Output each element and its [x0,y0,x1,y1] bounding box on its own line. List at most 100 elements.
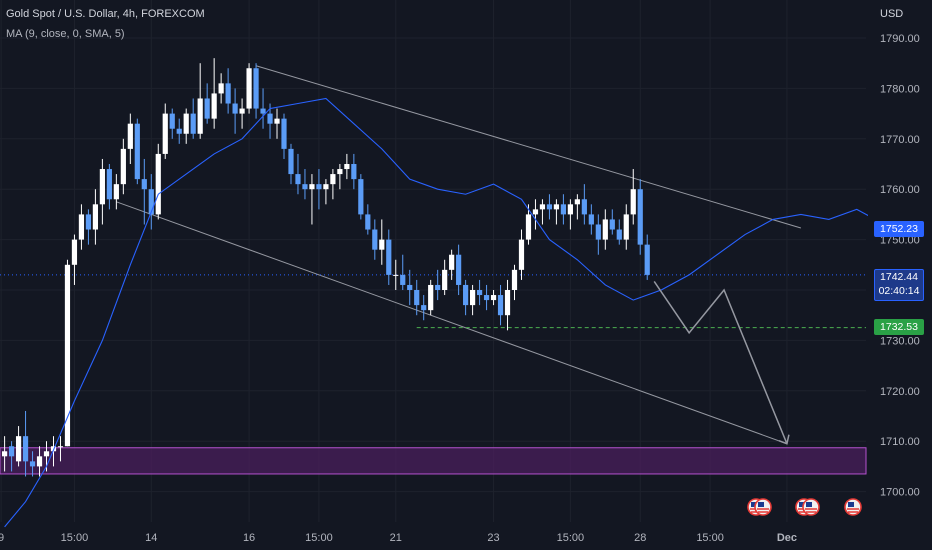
candle-body [288,148,294,175]
candle-body [169,113,175,129]
candle-body [539,204,546,210]
currency-label: USD [880,8,904,20]
candle-body [595,224,601,240]
candle-body [386,239,392,275]
candle-body [106,169,112,200]
time-tick-label: 21 [390,532,402,544]
candle-body [560,204,566,215]
candle-body [414,290,420,306]
price-tick-label: 1720.00 [880,386,920,398]
projection-path[interactable] [653,281,790,445]
event-icons[interactable] [747,498,862,516]
candle-body [204,98,210,119]
candle-body [78,214,85,240]
time-tick-label: 15:00 [557,532,585,544]
candle-body [365,214,371,230]
price-tick-label: 1710.00 [880,436,920,448]
candle-body [400,274,406,285]
price-tick-label: 1760.00 [880,184,920,196]
candle-body [309,184,315,190]
time-tick-label: 15:00 [696,532,724,544]
price-tick-label: 1770.00 [880,134,920,146]
candle-body [134,123,140,180]
candle-body [43,451,50,457]
symbol-title[interactable]: Gold Spot / U.S. Dollar, 4h, FOREXCOM [6,8,205,20]
projection-arrowhead [778,434,790,445]
candle-body [421,305,427,311]
candle-body [267,113,273,124]
channel-lower-line [116,201,788,445]
price-tick-label: 1780.00 [880,83,920,95]
candle-body [574,199,580,205]
candle-body [22,436,29,462]
candle-body [323,184,329,190]
bar-countdown: 02:40:14 [878,285,920,297]
candlestick-series [1,58,650,477]
candle-body [274,118,280,124]
candle-body [567,204,573,215]
candle-body [218,83,224,94]
price-tick-label: 1700.00 [880,487,920,499]
us-flag-icon[interactable] [844,498,862,516]
candle-body [281,118,287,149]
time-tick-label: 28 [634,532,646,544]
candle-body [637,189,643,245]
last-price-value: 1742.44 [880,271,918,283]
candle-body [483,295,490,301]
candle-body [197,98,203,134]
candle-body [92,204,99,230]
candle-body [148,189,154,215]
candle-body [602,219,608,240]
time-tick-label: 16 [243,532,255,544]
candle-body [428,284,434,311]
candle-body [141,179,147,190]
candle-body [393,274,399,276]
time-tick-label: 23 [487,532,499,544]
time-axis[interactable]: 9 15:00 14 16 15:00 21 23 15:00 28 15:00 Dec [0,532,797,544]
candle-body [546,204,553,210]
candle-body [344,164,350,170]
candle-body [553,204,560,210]
projection-line [653,281,788,445]
candle-body [36,456,43,467]
us-flag-icon[interactable] [754,498,772,516]
candle-body [456,254,462,285]
candle-body [511,269,518,290]
us-flag-icon[interactable] [802,498,820,516]
time-tick-label: 9 [0,532,4,544]
support-price-tag: 1732.53 [874,319,924,335]
moving-average-line [4,97,913,528]
candle-body [588,214,594,225]
candle-body [71,239,78,265]
candle-body [623,214,629,240]
candle-body [260,108,266,114]
candle-body [120,148,126,185]
price-tick-label: 1790.00 [880,33,920,45]
time-tick-label: 15:00 [305,532,333,544]
candle-body [351,164,357,180]
price-tick-label: 1750.00 [880,235,920,247]
candle-body [176,128,182,134]
candle-body [1,451,8,457]
candle-body [29,461,36,467]
candle-body [113,184,119,200]
candle-body [616,229,622,240]
flag-canton [758,502,764,507]
grid-lines [0,0,866,522]
candle-body [15,436,22,462]
trend-channel[interactable] [0,65,866,445]
candle-body [497,295,504,316]
candle-body [532,209,539,215]
demand-zone-rect [0,447,867,475]
channel-upper-line [255,65,802,229]
price-tick-label: 1730.00 [880,335,920,347]
candle-body [295,174,301,185]
time-tick-label: Dec [777,532,797,544]
candle-body [525,214,532,240]
channel-price-tag: 1752.23 [874,221,924,237]
candle-body [155,153,161,215]
indicator-label[interactable]: MA (9, close, 0, SMA, 5) [6,28,125,40]
candle-body [490,295,497,301]
candle-body [337,169,343,175]
